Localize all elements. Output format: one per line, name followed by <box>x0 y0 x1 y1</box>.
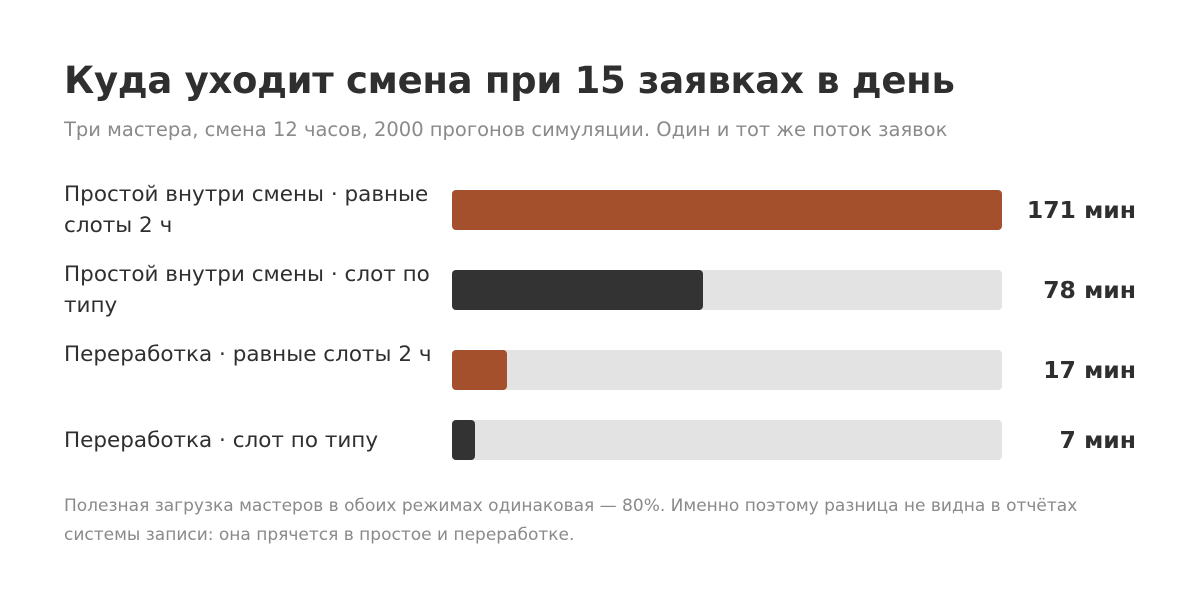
bar-track <box>452 350 1002 390</box>
bar-track <box>452 270 1002 310</box>
bar-category-label: Простой внутри смены · слот по типу <box>64 262 430 318</box>
bar <box>452 420 475 460</box>
bar-value-label: 171 мин <box>1026 196 1136 224</box>
bar-value-label: 7 мин <box>1059 426 1136 454</box>
bar-track <box>452 420 1002 460</box>
bar-category-label: Простой внутри смены · равные слоты 2 ч <box>64 182 429 238</box>
bar <box>452 270 703 310</box>
chart-title: Куда уходит смена при 15 заявках в день <box>64 59 955 102</box>
bar-value-label: 78 мин <box>1043 276 1136 304</box>
bar <box>452 190 1002 230</box>
chart-subtitle: Три мастера, смена 12 часов, 2000 прогон… <box>64 118 948 141</box>
bar <box>452 350 507 390</box>
bar-category-label: Переработка · равные слоты 2 ч <box>64 342 432 367</box>
bar-track <box>452 190 1002 230</box>
chart-footnote: Полезная загрузка мастеров в обоих режим… <box>64 496 1078 545</box>
bar-value-label: 17 мин <box>1043 356 1136 384</box>
bar-category-label: Переработка · слот по типу <box>64 427 379 453</box>
